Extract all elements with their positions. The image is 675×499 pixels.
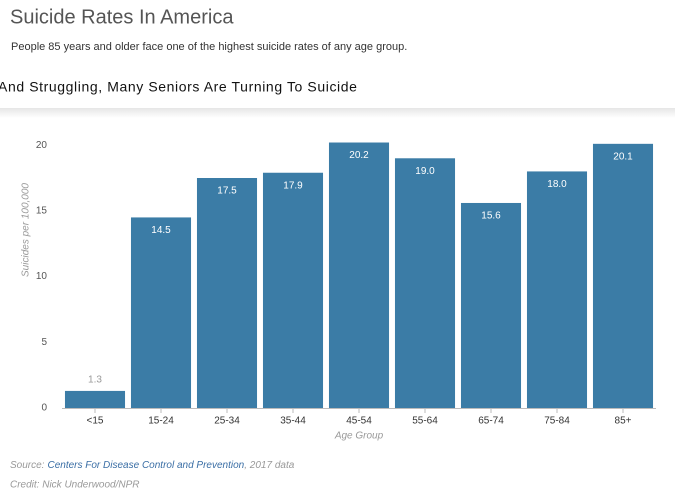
value-label: 15.6 xyxy=(481,211,501,222)
bar xyxy=(592,143,654,409)
bar xyxy=(460,202,522,408)
x-tick-label: 75-84 xyxy=(544,416,570,427)
chart-title: And Struggling, Many Seniors Are Turning… xyxy=(0,79,358,95)
x-tick-label: 45-54 xyxy=(346,416,372,427)
value-label: 18.0 xyxy=(547,179,567,190)
source-label: Source: xyxy=(10,460,45,471)
value-label: 17.9 xyxy=(283,180,303,191)
bar xyxy=(64,390,126,408)
page-subtitle: People 85 years and older face one of th… xyxy=(11,41,407,53)
x-tick-label: 65-74 xyxy=(478,416,504,427)
value-label: 1.3 xyxy=(88,375,102,386)
bar xyxy=(262,172,324,408)
x-tick-label: 25-34 xyxy=(214,416,240,427)
source-link[interactable]: Centers For Disease Control and Preventi… xyxy=(47,460,244,471)
credit: Credit: Nick Underwood/NPR xyxy=(10,480,140,491)
bar xyxy=(196,178,258,408)
x-tick-label: 35-44 xyxy=(280,416,306,427)
x-tick-label: 15-24 xyxy=(148,416,174,427)
y-tick-label: 20 xyxy=(36,140,48,151)
value-label: 19.0 xyxy=(415,166,435,177)
value-label: 17.5 xyxy=(217,186,237,197)
bar xyxy=(130,217,192,408)
y-tick-label: 5 xyxy=(41,337,47,348)
page-title: Suicide Rates In America xyxy=(10,6,234,28)
divider-shadow xyxy=(0,108,675,118)
value-label: 14.5 xyxy=(151,225,171,236)
x-tick-label: 55-64 xyxy=(412,416,438,427)
value-label: 20.2 xyxy=(349,150,369,161)
y-tick-label: 10 xyxy=(36,271,48,282)
y-axis-title: Suicides per 100,000 xyxy=(21,183,32,277)
y-tick-label: 15 xyxy=(36,205,48,216)
bar xyxy=(328,142,390,408)
x-axis-title: Age Group xyxy=(334,431,384,442)
bar xyxy=(394,158,456,408)
value-label: 20.1 xyxy=(613,151,633,162)
x-tick-label: 85+ xyxy=(615,416,632,427)
x-tick-label: <15 xyxy=(87,416,104,427)
source-note: , 2017 data xyxy=(244,460,294,471)
y-tick-label: 0 xyxy=(41,403,47,414)
bar xyxy=(526,171,588,408)
source: Source: Centers For Disease Control and P… xyxy=(10,460,295,471)
